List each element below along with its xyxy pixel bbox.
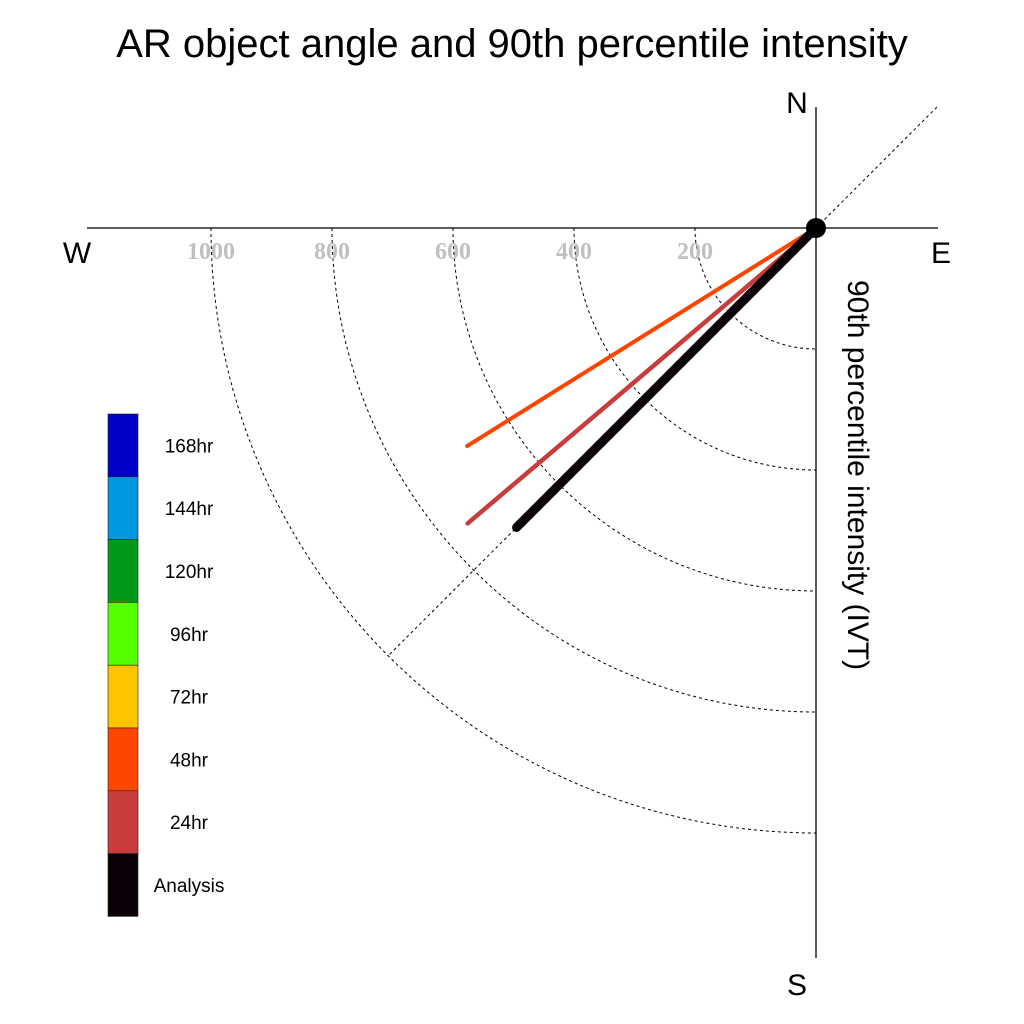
legend-label-72hr: 72hr	[170, 688, 209, 709]
radial-tick-label-400: 400	[556, 239, 592, 265]
series-vectors	[465, 223, 821, 532]
north-label: N	[786, 87, 808, 120]
grid-arc-800	[331, 227, 817, 713]
vector-24hr	[465, 225, 819, 526]
legend-swatch-72hr	[107, 664, 139, 729]
legend: 168hr 144hr 120hr 96hr 72hr 48hr 24hr Analysis	[107, 413, 225, 917]
origin-marker	[806, 218, 826, 238]
vector-analysis	[512, 223, 821, 532]
legend-swatch-168hr	[107, 413, 139, 478]
grid-arc-200	[694, 227, 817, 350]
legend-swatch-24hr	[107, 790, 139, 854]
radial-axis-label: 90th percentile intensity (IVT)	[841, 280, 874, 670]
grid-arc-1000	[210, 227, 817, 834]
west-label: W	[63, 237, 92, 270]
legend-label-120hr: 120hr	[165, 562, 214, 583]
legend-label-analysis: Analysis	[154, 876, 225, 897]
vector-48hr	[465, 226, 818, 449]
radial-tick-label-800: 800	[314, 239, 350, 265]
chart-title: AR object angle and 90th percentile inte…	[116, 22, 908, 66]
axes	[87, 105, 939, 958]
legend-swatch-120hr	[107, 539, 139, 603]
radial-tick-label-1000: 1000	[187, 239, 235, 265]
east-label: E	[931, 237, 951, 270]
legend-label-48hr: 48hr	[170, 750, 209, 771]
radial-tick-label-200: 200	[677, 239, 713, 265]
south-label: S	[787, 969, 807, 1002]
legend-label-24hr: 24hr	[170, 813, 209, 834]
legend-swatch-48hr	[107, 727, 139, 792]
legend-label-96hr: 96hr	[170, 625, 209, 646]
grid-arc-400	[573, 227, 817, 471]
radial-tick-label-600: 600	[435, 239, 471, 265]
legend-swatch-144hr	[107, 476, 139, 540]
legend-swatch-96hr	[107, 602, 139, 666]
legend-label-144hr: 144hr	[165, 499, 214, 520]
legend-label-168hr: 168hr	[165, 436, 214, 457]
legend-swatch-analysis	[107, 853, 139, 917]
diagonal-guide-ne	[815, 105, 939, 229]
radial-tick-labels: 200 400 600 800 1000	[187, 239, 713, 265]
